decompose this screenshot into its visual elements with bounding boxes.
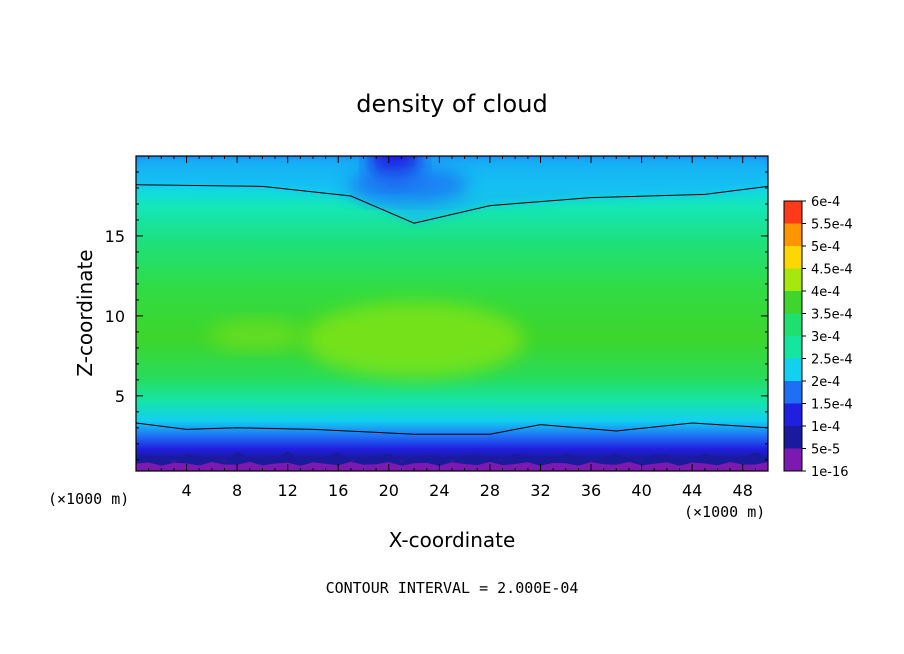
x-tick-label: 40 <box>631 481 651 500</box>
x-tick-label: 24 <box>429 481 449 500</box>
x-tick-label: 16 <box>328 481 348 500</box>
colorbar-swatch <box>784 223 802 246</box>
x-axis-ticks: 4 8 12 16 20 24 28 32 36 40 44 48 <box>148 156 756 500</box>
colorbar-swatch <box>784 246 802 269</box>
colorbar-label: 6e-4 <box>811 195 840 210</box>
y-tick-label: 5 <box>115 387 125 406</box>
colorbar-label: 5e-4 <box>811 240 840 255</box>
x-axis-title: X-coordinate <box>389 528 516 552</box>
colorbar-swatch <box>784 291 802 314</box>
colorbar-label: 1e-4 <box>811 420 840 435</box>
contour-lines <box>136 184 768 435</box>
colorbar-label: 3.5e-4 <box>811 308 853 323</box>
colorbar-swatch <box>784 426 802 449</box>
x-tick-label: 32 <box>530 481 550 500</box>
x-tick-label: 28 <box>480 481 500 500</box>
colorbar-label: 1e-16 <box>811 465 849 480</box>
contour-lower <box>136 422 768 435</box>
x-tick-label: 20 <box>379 481 399 500</box>
max-density-blob <box>304 301 525 378</box>
y-axis-ticks: 5 10 15 <box>105 171 768 461</box>
colorbar-label: 5e-5 <box>811 443 840 458</box>
contour-interval-note: CONTOUR INTERVAL = 2.000E-04 <box>326 579 579 597</box>
x-tick-label: 8 <box>232 481 242 500</box>
colorbar-label: 2.5e-4 <box>811 353 853 368</box>
colorbar-label: 2e-4 <box>811 375 840 390</box>
colorbar-swatch <box>784 403 802 426</box>
upper-dip <box>347 166 468 203</box>
colorbar: 1e-16 5e-5 1e-4 1.5e-4 2e-4 2.5e-4 3e-4 3.5e-4 4… <box>783 195 853 480</box>
y-unit-label: (×1000 m) <box>48 490 129 508</box>
contour-upper <box>136 184 768 224</box>
colorbar-label: 1.5e-4 <box>811 398 853 413</box>
colorbar-swatch <box>784 448 802 471</box>
colorbar-swatch <box>784 268 802 291</box>
x-tick-label: 4 <box>181 481 191 500</box>
colorbar-swatch <box>784 336 802 359</box>
colorbar-swatch <box>784 201 802 224</box>
x-tick-label: 12 <box>278 481 298 500</box>
colorbar-label: 3e-4 <box>811 330 840 345</box>
density-field <box>136 156 768 471</box>
colorbar-swatch <box>784 358 802 381</box>
bottom-purple-layer <box>136 461 768 471</box>
y-tick-label: 15 <box>105 227 125 246</box>
x-tick-label: 44 <box>682 481 702 500</box>
colorbar-label: 5.5e-4 <box>811 218 853 233</box>
colorbar-label: 4e-4 <box>811 285 840 300</box>
x-tick-label: 48 <box>733 481 753 500</box>
colorbar-label: 4.5e-4 <box>811 263 853 278</box>
colorbar-swatch <box>784 313 802 336</box>
secondary-max-blob <box>208 319 305 352</box>
x-unit-label: (×1000 m) <box>684 503 765 521</box>
colorbar-swatch <box>784 381 802 404</box>
x-tick-label: 36 <box>581 481 601 500</box>
chart-title: density of cloud <box>356 90 547 118</box>
y-axis-title: Z-coordinate <box>73 249 97 376</box>
y-tick-label: 10 <box>105 307 125 326</box>
